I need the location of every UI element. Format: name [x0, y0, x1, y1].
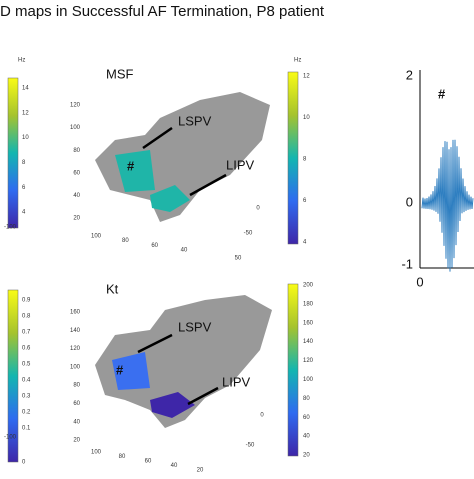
- axis-tick: 160: [70, 310, 81, 316]
- colorbar-tick: 0: [22, 460, 26, 466]
- axis-tick: 100: [70, 364, 81, 370]
- label: LIPV: [226, 157, 255, 172]
- colorbar-tick: 12: [303, 74, 310, 80]
- axis-tick: 0: [260, 413, 264, 419]
- axis-tick: 40: [171, 463, 178, 469]
- unit: Hz: [294, 58, 301, 64]
- label: LSPV: [178, 319, 212, 334]
- region: [112, 352, 150, 390]
- axis-tick: 40: [181, 248, 188, 254]
- axis-tick: 50: [235, 256, 242, 262]
- axis-tick: 140: [70, 328, 81, 334]
- colorbar-tick: 4: [303, 240, 307, 246]
- axis-tick: 60: [145, 459, 152, 465]
- colorbar-tick: -100: [4, 435, 17, 441]
- colorbar-tick: -100: [4, 225, 17, 231]
- colorbar: [287, 283, 299, 457]
- colorbar-tick: 140: [303, 339, 314, 345]
- axis-tick: 20: [73, 438, 80, 444]
- colorbar-tick: 120: [303, 358, 314, 364]
- axis-tick: 80: [119, 454, 126, 460]
- colorbar-tick: 200: [303, 283, 314, 289]
- axis-tick: 60: [73, 170, 80, 176]
- colorbar-tick: 12: [22, 110, 29, 116]
- region: [115, 150, 155, 192]
- colorbar-tick: 0.9: [22, 298, 31, 304]
- colorbar-tick: 0.2: [22, 410, 31, 416]
- axis-tick: 100: [91, 450, 102, 456]
- axis-tick: 100: [70, 125, 81, 131]
- axis-tick: 80: [73, 148, 80, 154]
- axis-tick: 120: [70, 103, 81, 109]
- title: D maps in Successful AF Termination, P8 …: [0, 3, 325, 20]
- colorbar-tick: 0.1: [22, 426, 31, 432]
- axis-tick: 20: [73, 216, 80, 222]
- unit: Hz: [18, 58, 25, 64]
- axis-tick: 80: [73, 383, 80, 389]
- label: LSPV: [178, 113, 212, 128]
- colorbar-tick: 0.6: [22, 346, 31, 352]
- colorbar-tick: 20: [303, 453, 310, 459]
- colorbar-tick: 80: [303, 396, 310, 402]
- colorbar-tick: 10: [303, 115, 310, 121]
- colorbar-tick: 0.3: [22, 394, 31, 400]
- colorbar-tick: 40: [303, 434, 310, 440]
- axis-tick: 120: [70, 346, 81, 352]
- colorbar: [7, 77, 19, 229]
- colorbar-tick: 6: [303, 198, 307, 204]
- x-tick-label: 0: [416, 274, 423, 289]
- y-tick-label: 2: [406, 67, 413, 82]
- signal-trace: [421, 139, 474, 272]
- colorbar-tick: 100: [303, 377, 314, 383]
- axis-tick: 80: [122, 238, 129, 244]
- panel-label: Kt: [106, 281, 119, 296]
- colorbar: [7, 289, 19, 463]
- colorbar-tick: 8: [303, 157, 307, 163]
- axis-tick: 60: [151, 243, 158, 249]
- axis-tick: 40: [73, 419, 80, 425]
- label: LIPV: [222, 374, 251, 389]
- colorbar-tick: 60: [303, 415, 310, 421]
- region: [150, 392, 195, 418]
- label: #: [127, 158, 135, 173]
- arrows: [137, 126, 227, 406]
- colorbar-tick: 4: [22, 210, 26, 216]
- colorbar-tick: 8: [22, 160, 26, 166]
- atrium-map: [95, 295, 272, 428]
- colorbar-tick: 0.5: [22, 362, 31, 368]
- y-tick-label: 0: [406, 194, 413, 209]
- colorbar-tick: 10: [22, 135, 29, 141]
- axis-tick: 40: [73, 193, 80, 199]
- region: [150, 185, 190, 212]
- axis-tick: 60: [73, 401, 80, 407]
- axis-tick: -50: [244, 231, 253, 237]
- y-tick-label: -1: [401, 256, 413, 271]
- axis-tick: 100: [91, 234, 102, 240]
- label: #: [438, 86, 446, 101]
- colorbar-tick: 0.4: [22, 378, 31, 384]
- colorbar-tick: 0.7: [22, 330, 31, 336]
- colorbar-tick: 6: [22, 185, 26, 191]
- label: #: [116, 362, 124, 377]
- colorbar-tick: 14: [22, 86, 29, 92]
- panel-label: MSF: [106, 66, 134, 81]
- colorbar-tick: 180: [303, 301, 314, 307]
- colorbar: [287, 71, 299, 245]
- axis-tick: 20: [197, 468, 204, 474]
- axis-tick: -50: [246, 443, 255, 449]
- colorbar-tick: 160: [303, 320, 314, 326]
- axis-tick: 0: [256, 206, 260, 212]
- colorbar-tick: 0.8: [22, 314, 31, 320]
